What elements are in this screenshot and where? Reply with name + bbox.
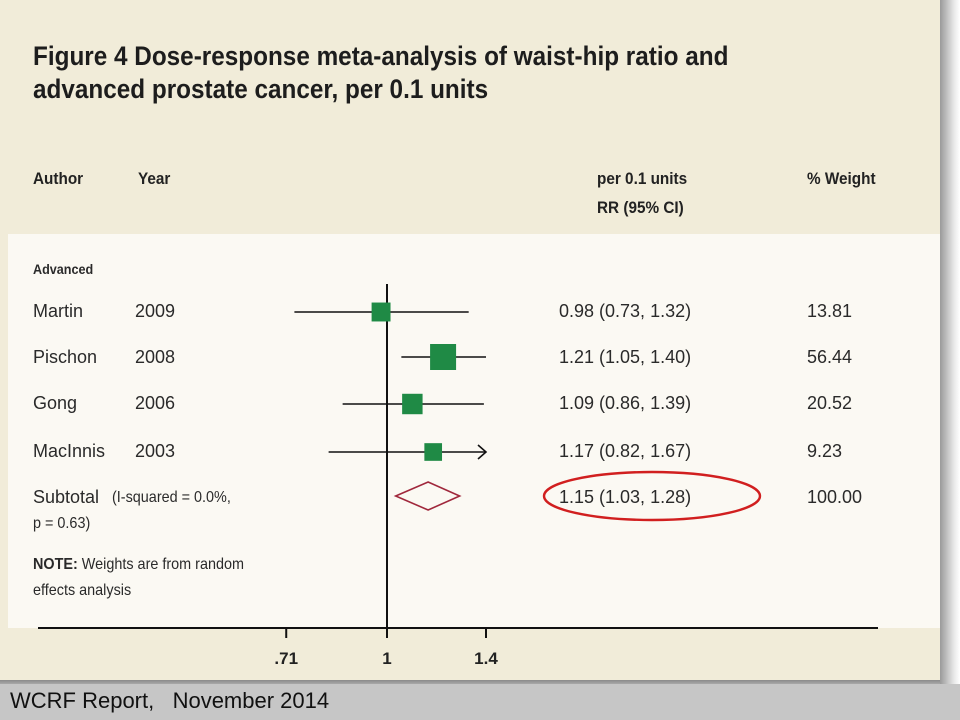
x-tick-label: 1 (382, 649, 391, 668)
ci-arrow (477, 444, 488, 460)
footer-bar (0, 684, 960, 720)
study-rr-text: 1.17 (0.82, 1.67) (559, 441, 692, 461)
header-year: Year (138, 169, 171, 188)
study-weight: 9.23 (807, 441, 843, 461)
study-author: Martin (33, 301, 84, 321)
pooled-diamond (393, 481, 462, 511)
study-year: 2006 (135, 393, 176, 413)
note-label: NOTE: (33, 556, 78, 573)
slide-shadow-right (940, 0, 960, 690)
header-weight: % Weight (807, 169, 876, 188)
forest-plot-panel (8, 234, 960, 628)
header-rr-line1: per 0.1 units (597, 169, 688, 188)
study-year: 2003 (135, 441, 176, 461)
note-line2: effects analysis (33, 582, 132, 599)
footer-citation: WCRF Report, November 2014 (10, 688, 330, 713)
x-tick-label: .71 (274, 649, 298, 668)
study-rr-text: 0.98 (0.73, 1.32) (559, 301, 692, 321)
study-marker (424, 443, 443, 461)
note-text: Weights are from random (77, 556, 245, 573)
subtotal-stats-line1: (I-squared = 0.0%, (112, 489, 231, 506)
header-rr-line2: RR (95% CI) (597, 198, 684, 217)
study-author: Pischon (33, 347, 98, 367)
subtotal-label: Subtotal (33, 487, 100, 507)
study-rr-text: 1.09 (0.86, 1.39) (559, 393, 692, 413)
study-author: MacInnis (33, 441, 106, 461)
section-label: Advanced (33, 261, 94, 277)
x-tick-label: 1.4 (474, 649, 498, 668)
study-rr-text: 1.21 (1.05, 1.40) (559, 347, 692, 367)
study-weight: 13.81 (807, 301, 853, 321)
study-weight: 56.44 (807, 347, 853, 367)
study-author: Gong (33, 393, 78, 413)
note-line1: NOTE: Weights are from random (33, 556, 244, 574)
subtotal-stats-line2: p = 0.63) (33, 515, 91, 532)
study-marker (371, 302, 391, 322)
figure-title: Figure 4 Dose-response meta-analysis of … (33, 41, 729, 104)
study-year: 2009 (135, 301, 176, 321)
study-marker (402, 393, 423, 415)
subtotal-weight: 100.00 (807, 487, 863, 507)
study-weight: 20.52 (807, 393, 853, 413)
study-year: 2008 (135, 347, 176, 367)
header-author: Author (33, 169, 84, 188)
subtotal-rr-text: 1.15 (1.03, 1.28) (559, 487, 692, 507)
study-marker (430, 344, 457, 370)
highlight-ellipse (542, 470, 762, 522)
